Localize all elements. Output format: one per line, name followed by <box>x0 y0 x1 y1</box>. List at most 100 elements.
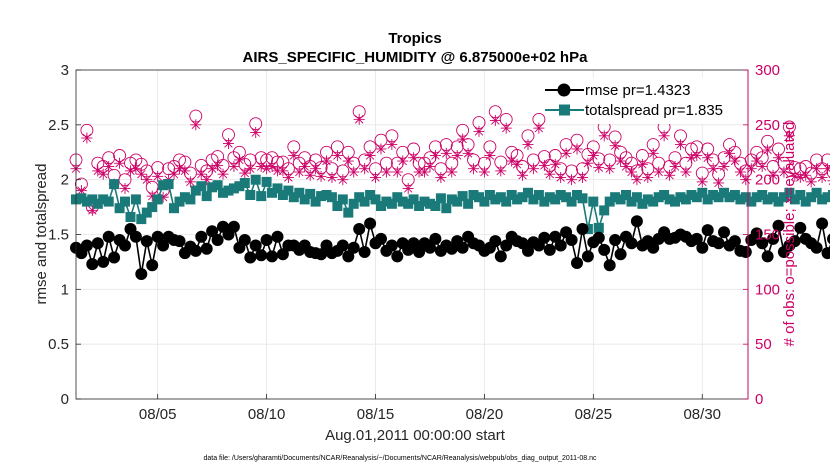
obs-evaluated-point <box>424 161 436 173</box>
rmse-point <box>690 232 703 245</box>
obs-evaluated-point <box>778 166 790 178</box>
legend-rmse-label: rmse pr=1.4323 <box>585 82 690 99</box>
totalspread-point <box>735 194 746 205</box>
rmse-point <box>718 226 730 239</box>
obs-evaluated-point <box>560 147 572 159</box>
obs-evaluated-point <box>756 161 768 173</box>
totalspread-point <box>294 187 305 198</box>
obs-evaluated-point <box>478 166 490 178</box>
totalspread-point <box>789 194 800 205</box>
y-left-tick-label: 1.5 <box>48 227 69 244</box>
obs-evaluated-point <box>669 161 681 173</box>
totalspread-point <box>207 182 218 193</box>
obs-evaluated-point <box>566 174 578 186</box>
rmse-point <box>86 258 99 271</box>
obs-evaluated-point <box>625 166 637 178</box>
totalspread-point <box>136 214 147 225</box>
totalspread-point <box>120 196 130 207</box>
totalspread-point <box>190 185 201 196</box>
totalspread-point <box>811 187 822 198</box>
obs-possible-point <box>826 166 830 178</box>
obs-evaluated-point <box>250 127 262 139</box>
obs-evaluated-point <box>718 161 730 173</box>
obs-evaluated-point <box>571 143 583 155</box>
obs-evaluated-point <box>576 171 588 183</box>
totalspread-point <box>468 190 479 200</box>
rmse-point <box>266 250 278 263</box>
totalspread-point <box>740 192 751 203</box>
obs-evaluated-point <box>495 165 507 177</box>
rmse-point <box>413 246 426 258</box>
totalspread-point <box>593 222 604 233</box>
obs-evaluated-point <box>489 114 501 126</box>
totalspread-point <box>757 190 768 200</box>
totalspread-point <box>675 192 686 203</box>
totalspread-point <box>670 196 680 207</box>
y-left-tick-label: 0 <box>61 391 69 408</box>
totalspread-point <box>686 190 697 200</box>
totalspread-point <box>277 190 288 200</box>
totalspread-point <box>822 192 830 203</box>
rmse-point <box>794 221 807 234</box>
rmse-point <box>135 268 148 280</box>
y-left-tick-label: 3 <box>61 62 69 79</box>
totalspread-point <box>267 187 277 198</box>
obs-evaluated-point <box>816 171 828 183</box>
rmse-point <box>189 244 202 257</box>
totalspread-point <box>343 207 354 218</box>
rmse-point <box>195 230 208 243</box>
rmse-point <box>549 230 562 243</box>
rmse-point <box>701 224 714 237</box>
obs-evaluated-point <box>762 144 774 156</box>
obs-evaluated-point <box>321 155 333 167</box>
totalspread-point <box>147 202 158 213</box>
totalspread-point <box>806 192 817 203</box>
totalspread-point <box>463 198 474 209</box>
obs-evaluated-point <box>587 150 599 162</box>
totalspread-point <box>501 196 512 207</box>
totalspread-point <box>125 212 136 222</box>
obs-evaluated-point <box>506 155 518 167</box>
y-right-tick-label: 0 <box>755 391 763 408</box>
obs-evaluated-point <box>114 157 126 169</box>
rmse-point <box>276 248 289 261</box>
totalspread-point <box>621 190 631 200</box>
totalspread-point <box>130 194 141 205</box>
obs-evaluated-point <box>408 152 420 164</box>
data-file-footer: data file: /Users/gharamti/Documents/NCA… <box>203 455 597 462</box>
totalspread-point <box>697 187 708 198</box>
rmse-point <box>603 259 616 272</box>
totalspread-point <box>724 192 735 203</box>
rmse-point <box>761 250 774 263</box>
rmse-point <box>271 230 284 243</box>
obs-evaluated-point <box>805 176 817 188</box>
totalspread-point <box>370 194 381 205</box>
obs-evaluated-point <box>538 159 550 171</box>
totalspread-point <box>702 194 713 205</box>
totalspread-point <box>512 194 523 205</box>
obs-evaluated-point <box>713 177 725 189</box>
obs-evaluated-point <box>729 155 741 167</box>
rmse-point <box>227 220 240 233</box>
totalspread-point <box>539 196 550 207</box>
obs-evaluated-point <box>97 168 109 180</box>
totalspread-point <box>92 198 103 209</box>
totalspread-point <box>403 198 414 209</box>
rmse-point <box>249 239 262 252</box>
rmse-point <box>712 237 725 250</box>
totalspread-point <box>354 192 365 203</box>
rmse-point <box>91 237 104 250</box>
rmse-point <box>739 246 752 258</box>
totalspread-point <box>599 205 610 216</box>
totalspread-point <box>719 187 729 198</box>
totalspread-point <box>762 194 773 205</box>
plot-area <box>69 69 830 400</box>
obs-evaluated-point <box>822 163 830 175</box>
obs-evaluated-point <box>745 163 757 175</box>
totalspread-point <box>234 181 245 192</box>
obs-evaluated-point <box>615 155 627 167</box>
totalspread-point <box>566 196 577 207</box>
series-totalspread <box>71 174 830 234</box>
y-left-tick-label: 1 <box>61 281 69 298</box>
obs-evaluated-point <box>767 169 779 181</box>
